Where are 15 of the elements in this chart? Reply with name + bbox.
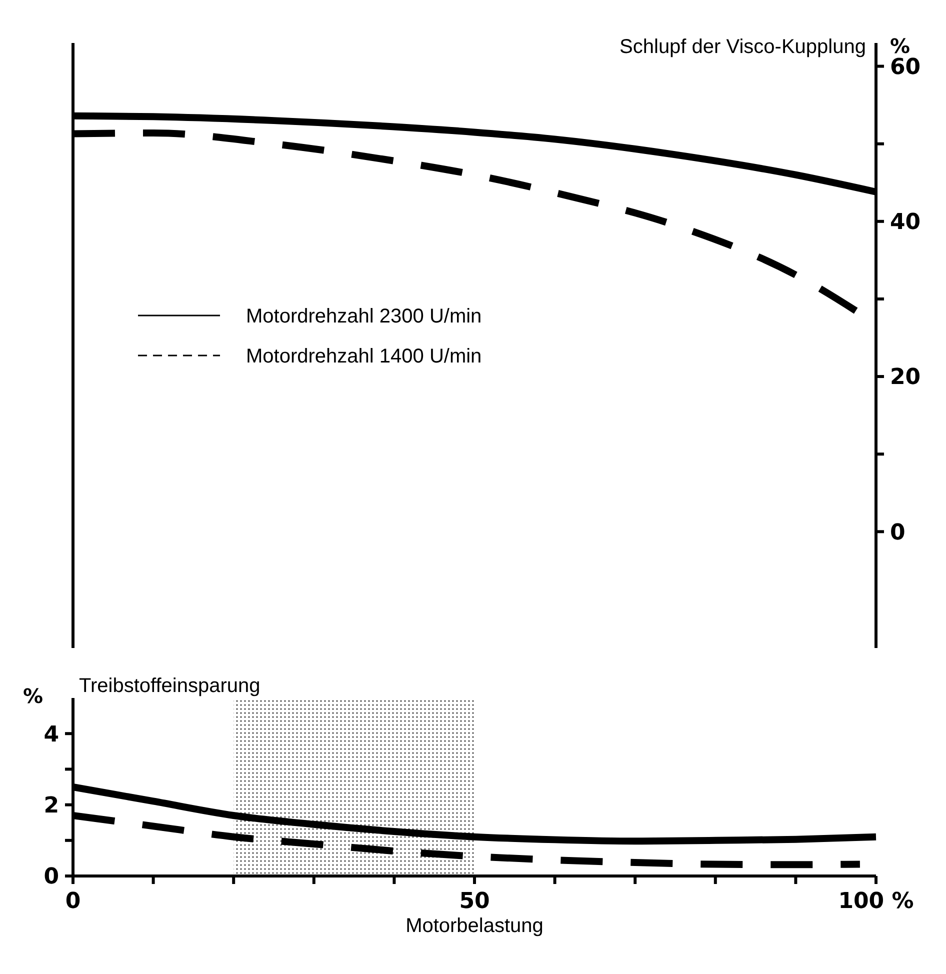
x-tick-label: 50: [459, 889, 490, 914]
y2-tick-label: 20: [890, 365, 921, 390]
x-tick-label: 0: [65, 889, 81, 914]
chart-title: Treibstoffeinsparung: [79, 675, 260, 697]
y2-tick-label: 0: [890, 520, 906, 546]
y-axis-title: %: [22, 684, 43, 708]
chart-title: Schlupf der Visco-Kupplung: [620, 36, 866, 58]
y-tick-label: 4: [44, 722, 59, 748]
x-tick-label: 100 %: [838, 889, 914, 914]
y-tick-label: 2: [44, 794, 59, 818]
legend-label: Motordrehzahl 1400 U/min: [246, 346, 482, 368]
y2-tick-label: 40: [890, 210, 921, 236]
y-tick-label: 0: [44, 864, 59, 890]
x-axis-title: Motorbelastung: [406, 915, 544, 937]
legend-label: Motordrehzahl 2300 U/min: [246, 306, 482, 328]
